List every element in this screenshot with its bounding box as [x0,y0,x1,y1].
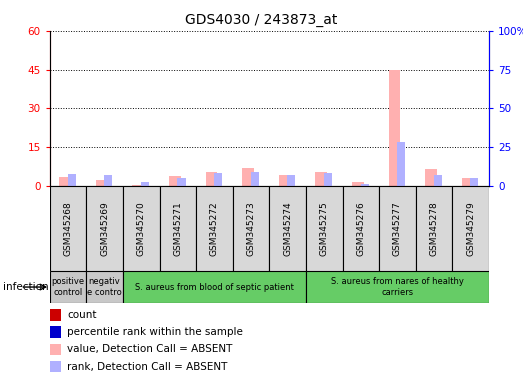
Text: GSM345274: GSM345274 [283,201,292,256]
Bar [177,178,186,186]
Bar [352,182,364,186]
Bar [86,271,123,303]
Bar [50,186,86,271]
Bar [425,169,437,186]
Bar [287,175,295,186]
Bar [104,175,112,186]
Bar [123,271,306,303]
Text: S. aureus from blood of septic patient: S. aureus from blood of septic patient [135,283,294,291]
Text: positive
control: positive control [51,277,85,297]
Bar [315,172,327,186]
Text: GDS4030 / 243873_at: GDS4030 / 243873_at [185,13,338,27]
Bar [67,174,76,186]
Bar [397,142,405,186]
Bar [206,172,218,186]
Text: GSM345277: GSM345277 [393,201,402,256]
Text: percentile rank within the sample: percentile rank within the sample [67,327,243,337]
Bar [389,70,401,186]
Text: GSM345268: GSM345268 [63,201,73,256]
Bar [343,186,379,271]
Bar [59,177,71,186]
Text: infection: infection [3,282,48,292]
Text: GSM345271: GSM345271 [173,201,183,256]
Bar [324,173,332,186]
Bar [96,180,108,186]
Bar [123,186,160,271]
Text: rank, Detection Call = ABSENT: rank, Detection Call = ABSENT [67,362,228,372]
Text: GSM345275: GSM345275 [320,201,329,256]
Bar [379,186,416,271]
Bar [452,186,489,271]
Bar [169,176,181,186]
Bar [214,173,222,186]
Bar [434,175,442,186]
Bar [132,185,144,186]
Text: value, Detection Call = ABSENT: value, Detection Call = ABSENT [67,344,233,354]
Bar [251,172,259,186]
Text: GSM345272: GSM345272 [210,201,219,256]
Bar [306,186,343,271]
Text: S. aureus from nares of healthy
carriers: S. aureus from nares of healthy carriers [331,277,464,297]
Bar [141,182,149,186]
Text: GSM345278: GSM345278 [429,201,439,256]
Bar [462,179,474,186]
Bar [196,186,233,271]
Bar [470,179,479,186]
Text: GSM345269: GSM345269 [100,201,109,256]
Text: GSM345279: GSM345279 [466,201,475,256]
Bar [269,186,306,271]
Bar [306,271,489,303]
Bar [360,184,369,186]
Bar [233,186,269,271]
Text: GSM345270: GSM345270 [137,201,146,256]
Bar [242,168,254,186]
Text: negativ
e contro: negativ e contro [87,277,122,297]
Text: GSM345273: GSM345273 [246,201,256,256]
Bar [50,271,86,303]
Bar [279,175,291,186]
Bar [416,186,452,271]
Text: count: count [67,310,97,320]
Text: GSM345276: GSM345276 [356,201,366,256]
Bar [160,186,196,271]
Bar [86,186,123,271]
